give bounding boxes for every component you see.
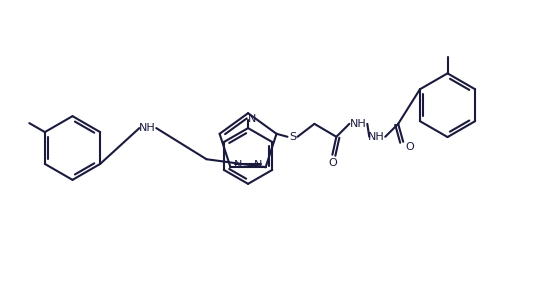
- Text: NH: NH: [350, 119, 367, 129]
- Text: NH: NH: [368, 132, 385, 142]
- Text: O: O: [406, 142, 415, 152]
- Text: N: N: [253, 160, 262, 170]
- Text: N: N: [234, 160, 243, 170]
- Text: NH: NH: [139, 123, 155, 133]
- Text: N: N: [248, 114, 256, 124]
- Text: O: O: [328, 158, 337, 168]
- Text: S: S: [289, 132, 296, 142]
